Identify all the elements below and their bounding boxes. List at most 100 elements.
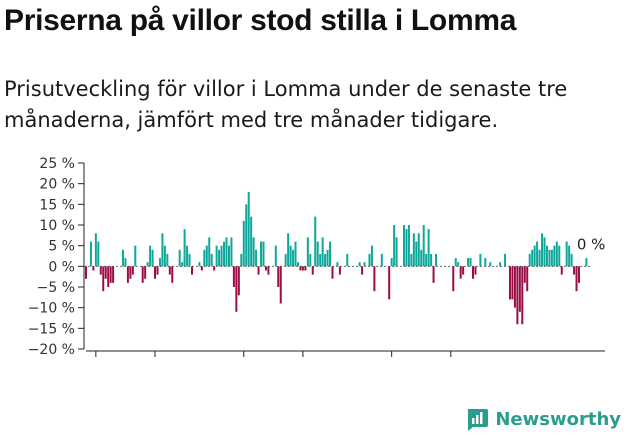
bar [134,245,137,267]
x-tick-label: 2017 [226,364,262,365]
bar [373,266,376,292]
bar [230,237,233,267]
bar [474,266,477,275]
bar [247,191,250,267]
bar [516,266,519,325]
bar [223,241,226,267]
bar [232,266,235,287]
bar [205,245,208,267]
y-tick-label: 15 % [39,197,75,213]
chart-title: Priserna på villor stod stilla i Lomma [4,4,517,37]
bar [166,253,169,267]
bar [560,266,563,275]
brand-logo[interactable]: Newsworthy [465,407,621,431]
bar [457,262,460,267]
bar [107,266,110,287]
bar [407,225,410,267]
bar [427,229,430,267]
bar [415,241,418,267]
bar [402,225,405,267]
bar [363,262,366,267]
bar [538,249,541,267]
bar [553,245,556,267]
bar [213,266,216,271]
y-tick-label: 25 % [39,156,75,172]
bar [511,266,514,300]
bar [109,266,112,283]
bar [225,237,228,267]
bar [558,245,561,267]
bar [304,266,307,271]
bar [181,262,184,267]
bar [218,249,221,267]
bar [301,266,304,271]
bar [422,225,425,267]
bar [210,253,213,267]
annotations: 0 % [577,236,606,254]
bar [158,258,161,267]
bar [321,237,324,267]
bar [220,245,223,267]
x-axis: 2012 2014 2017 2019 2022 2024 [78,350,605,365]
bar [178,249,181,267]
bar [242,220,245,267]
x-tick-label: 2022 [374,364,410,365]
bar [311,266,314,275]
bar [388,266,391,300]
bar [121,249,124,267]
bar [526,266,529,292]
bar [361,266,364,275]
bar [531,249,534,267]
last-value-label: 0 % [577,236,606,254]
bar [267,266,270,275]
bar [237,266,240,296]
y-axis: 25 % 20 % 15 % 10 % 5 % 0 % −5 % −10 % −15 % −20 … [28,156,85,358]
bar [454,258,457,267]
bar [326,249,329,267]
bar [215,245,218,267]
bar [124,258,127,267]
bar [390,258,393,267]
bar [585,258,588,267]
bar [277,266,280,287]
bar [338,266,341,275]
bar [188,253,191,267]
bar [200,266,203,271]
bar [462,266,465,275]
bar [550,249,553,267]
bar [112,266,115,283]
bar [287,233,290,267]
bar [131,266,134,275]
bar [289,245,292,267]
bar [151,249,154,267]
bar [274,245,277,267]
bar [570,253,573,267]
bar [518,266,521,312]
bar [141,266,144,283]
x-tick-label: 2024 [433,364,469,365]
bar [186,245,189,267]
bar [370,245,373,267]
bar [395,237,398,267]
bar [405,229,408,267]
bar [314,216,317,267]
x-tick-label: 2012 [78,364,114,365]
bar [336,262,339,267]
bar [555,241,558,267]
bar [380,253,383,267]
bar [92,266,95,271]
y-tick-label: −10 % [28,301,75,317]
bar [252,237,255,267]
bar [262,241,265,267]
bar [89,241,92,267]
bar [257,266,260,275]
bars [84,191,592,325]
bar [435,253,438,267]
bar [156,266,159,275]
bar [255,249,258,267]
bar [412,233,415,267]
bar [306,237,309,267]
y-tick-label: 20 % [39,177,75,193]
bar [331,266,334,279]
newsworthy-logo-icon [468,409,489,431]
